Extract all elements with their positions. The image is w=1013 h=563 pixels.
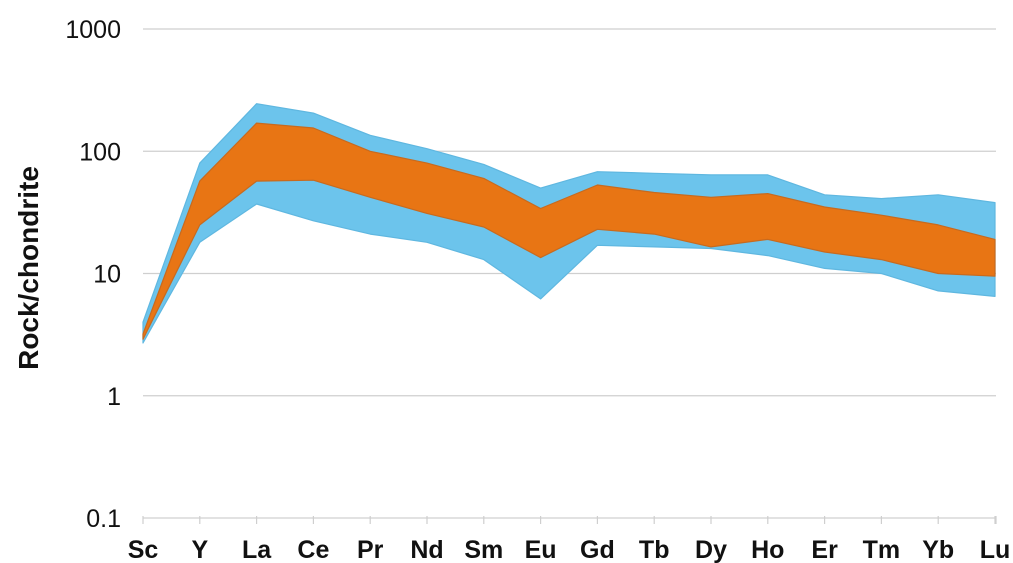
x-tick-label-Er: Er [811, 536, 838, 563]
x-tick-label-Pr: Pr [357, 536, 384, 563]
axis-layer [142, 516, 997, 524]
x-tick-label-Tm: Tm [863, 536, 901, 563]
x-tick-label-Lu: Lu [980, 536, 1011, 563]
y-tick-label-1: 1 [107, 383, 121, 411]
y-tick-label-100: 100 [79, 138, 121, 166]
area-layer [142, 103, 996, 344]
y-tick-labels: 0.1 1 10 100 1000 [65, 16, 121, 533]
y-tick-label-10: 10 [93, 261, 121, 289]
x-tick-label-Sc: Sc [128, 536, 159, 563]
x-tick-label-Sm: Sm [464, 536, 503, 563]
x-tick-label-Yb: Yb [922, 536, 954, 563]
x-tick-label-Dy: Dy [695, 536, 727, 563]
x-tick-labels: Sc Y La Ce Pr Nd Sm Eu Gd Tb Dy Ho Er Tm Yb Lu [128, 536, 1011, 563]
x-tick-label-Eu: Eu [525, 536, 557, 563]
x-tick-label-Tb: Tb [639, 536, 670, 563]
range-band-2 [142, 122, 996, 340]
x-tick-label-Nd: Nd [410, 536, 443, 563]
x-tick-label-La: La [242, 536, 272, 563]
y-axis-label: Rock/chondrite [13, 166, 44, 370]
x-tick-label-Ho: Ho [751, 536, 784, 563]
x-tick-label-Ce: Ce [297, 536, 329, 563]
x-tick-label-Y: Y [191, 536, 208, 563]
y-tick-label-1000: 1000 [65, 16, 121, 44]
x-tick-label-Gd: Gd [580, 536, 615, 563]
y-tick-label-0.1: 0.1 [86, 505, 121, 533]
